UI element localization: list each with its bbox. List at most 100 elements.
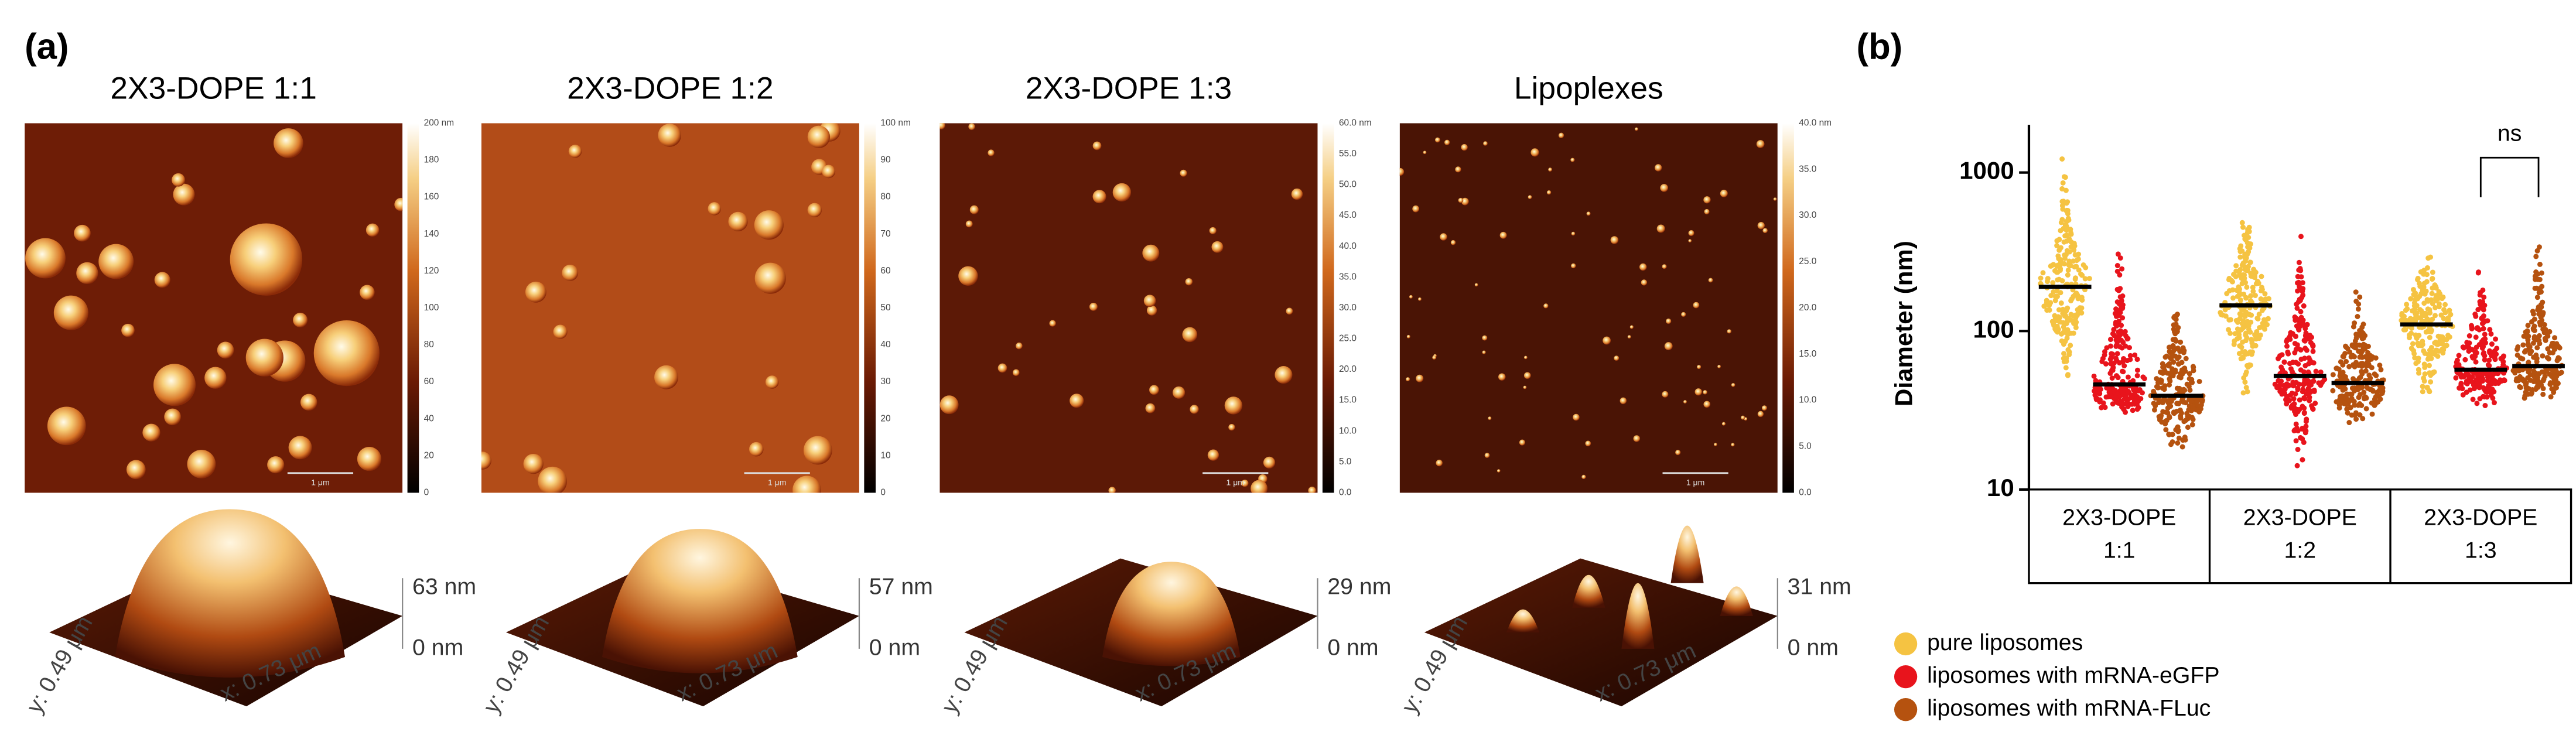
dot	[2179, 444, 2185, 450]
dot	[2417, 281, 2423, 286]
dot	[2066, 258, 2072, 264]
dot	[2294, 302, 2300, 307]
category-label: 2X3-DOPE 1:1	[2062, 505, 2176, 563]
dot	[2198, 402, 2204, 408]
dot	[2312, 401, 2318, 406]
dot	[2164, 418, 2170, 423]
dot	[2293, 391, 2298, 397]
particle	[1666, 318, 1672, 324]
dot	[2161, 387, 2167, 392]
dot	[2060, 180, 2066, 186]
particle	[939, 395, 959, 415]
dot	[2125, 336, 2131, 341]
dot	[2120, 369, 2126, 375]
dot	[2486, 357, 2492, 363]
dot	[2196, 378, 2202, 384]
dot	[2140, 374, 2146, 380]
dot	[2100, 400, 2106, 406]
dot	[2544, 368, 2550, 374]
dot	[2295, 447, 2301, 452]
dot	[2307, 357, 2313, 363]
dot	[2436, 289, 2442, 295]
dot	[2468, 374, 2473, 380]
dot	[2113, 343, 2119, 349]
dot	[2318, 369, 2324, 375]
dot	[2481, 351, 2486, 357]
dot	[2114, 339, 2120, 345]
dot	[2181, 348, 2186, 354]
dot	[2130, 378, 2136, 384]
dot	[2500, 354, 2506, 360]
colorbar-label: 40	[424, 413, 434, 423]
dot	[2247, 245, 2253, 251]
dot	[2302, 346, 2308, 351]
dot	[2424, 385, 2430, 391]
dot	[2279, 391, 2285, 397]
dot	[2104, 345, 2110, 351]
dot	[2172, 337, 2178, 342]
dot	[2427, 307, 2432, 313]
dot	[2240, 339, 2246, 345]
particle	[1629, 325, 1634, 329]
dot	[2311, 378, 2317, 384]
dot	[2068, 263, 2073, 269]
dot	[2120, 293, 2126, 299]
dot	[2107, 371, 2113, 376]
dot	[2541, 377, 2547, 382]
colorbar-label: 90	[880, 155, 890, 165]
dot	[2486, 348, 2492, 354]
dot-cloud	[2399, 254, 2455, 395]
category-line: 1:1	[2103, 538, 2136, 563]
dot	[2540, 353, 2546, 359]
particle	[173, 183, 195, 206]
dot	[2048, 300, 2054, 306]
dot	[2177, 374, 2182, 380]
dot	[2420, 389, 2425, 395]
dot	[2293, 438, 2299, 444]
dot	[2319, 379, 2325, 385]
dot	[2059, 156, 2065, 162]
dot	[2340, 387, 2346, 392]
dot	[2551, 345, 2557, 351]
dot	[2239, 344, 2244, 350]
dot	[2342, 351, 2348, 357]
dot	[2413, 290, 2418, 296]
particle	[164, 408, 181, 426]
particle	[1108, 487, 1116, 493]
dot	[2247, 259, 2253, 265]
dot	[2537, 341, 2543, 347]
dot	[2475, 373, 2481, 379]
afm-background	[939, 123, 1318, 493]
particle	[172, 173, 185, 187]
dot	[2540, 299, 2546, 305]
colorbar-label: 200 nm	[424, 118, 454, 128]
dot	[2123, 409, 2129, 415]
dot	[2131, 387, 2137, 393]
particle	[1488, 416, 1492, 420]
particle	[958, 266, 978, 286]
dot	[2265, 316, 2271, 322]
particle	[997, 363, 1007, 373]
dot	[2351, 399, 2357, 405]
dot	[2489, 353, 2495, 358]
height-min: 0 nm	[1788, 634, 1839, 660]
particle	[267, 456, 285, 474]
dot	[2479, 338, 2485, 344]
dot	[2482, 357, 2488, 362]
dot	[2119, 404, 2125, 410]
dot	[2425, 356, 2431, 362]
dot	[2338, 395, 2344, 401]
particle	[1241, 480, 1249, 487]
dot	[2170, 432, 2175, 437]
dot	[2244, 251, 2250, 257]
particle	[1697, 365, 1702, 370]
category-box	[2028, 488, 2572, 584]
dot	[2416, 333, 2422, 338]
dot	[2427, 334, 2432, 340]
particle	[121, 323, 135, 337]
colorbar-label: 5.0	[1339, 457, 1351, 467]
colorbar-label: 50	[880, 303, 890, 313]
legend-label: liposomes with mRNA-FLuc	[1927, 695, 2211, 721]
dot	[2422, 291, 2428, 297]
dot	[2121, 355, 2127, 361]
